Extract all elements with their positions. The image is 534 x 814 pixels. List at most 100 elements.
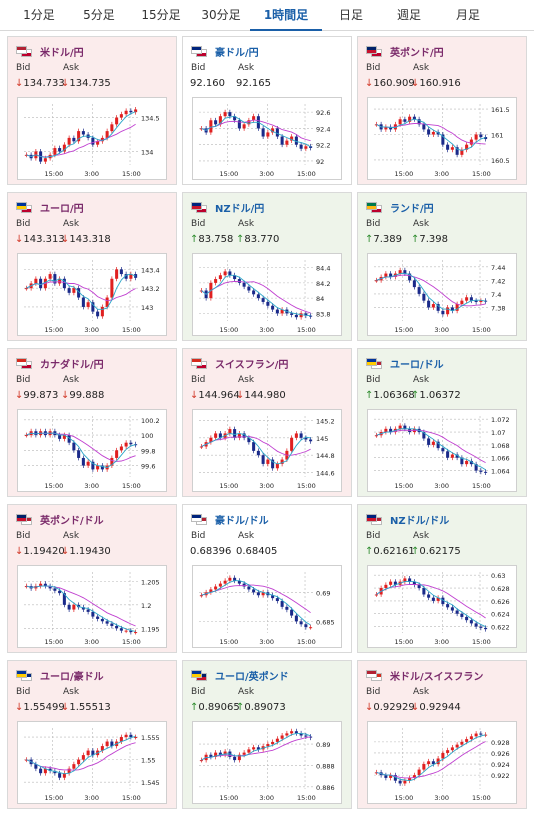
pair-name[interactable]: 米ドル/スイスフラン — [390, 671, 484, 683]
tab-4[interactable]: 1時間足 — [250, 0, 322, 31]
rate-card[interactable]: 英ポンド/ドル Bid Ask ↓1.19420 ↓1.19430 1.205 1.2 1.1… — [7, 504, 177, 653]
candle-body — [91, 137, 95, 145]
pair-name[interactable]: NZドル/ドル — [390, 515, 450, 527]
rate-card[interactable]: 米ドル/スイスフラン Bid Ask ↓0.92929 ↓0.92944 0.928 0.9… — [357, 660, 527, 809]
pair-name[interactable]: 豪ドル/円 — [215, 47, 259, 59]
rate-card[interactable]: 英ポンド/円 Bid Ask ↓160.909 ↓160.916 161.5 161 160.… — [357, 36, 527, 185]
card-title[interactable]: NZドル/円 — [191, 199, 264, 215]
price-chart[interactable]: 1.072 1.07 1.068 1.066 1.064 15:00 3:00 15:00 — [367, 409, 517, 492]
card-title[interactable]: 英ポンド/円 — [366, 43, 444, 59]
candle-body — [412, 280, 416, 288]
tab-3[interactable]: 30分足 — [201, 8, 241, 22]
pair-name[interactable]: 英ポンド/円 — [390, 47, 444, 59]
rate-card[interactable]: ランド/円 Bid Ask ↑7.389 ↑7.398 7.44 7.42 7.4 7.38 15… — [357, 192, 527, 341]
candle-body — [77, 604, 81, 608]
tab-5[interactable]: 日足 — [338, 8, 363, 22]
candle-body — [422, 588, 426, 595]
price-chart[interactable]: 0.89 0.888 0.886 15:00 3:00 15:00 — [192, 721, 342, 804]
candle-body — [398, 270, 402, 274]
candle-body — [408, 777, 412, 781]
arrow-up-icon: ↑ — [411, 234, 420, 245]
card-title[interactable]: ユーロ/円 — [16, 199, 84, 215]
y-tick-label: 0.928 — [491, 739, 510, 747]
y-tick-label: 1.205 — [141, 578, 160, 586]
bid-value: ↑83.758 — [190, 234, 233, 245]
rate-card[interactable]: スイスフラン/円 Bid Ask ↓144.964 ↓144.980 145.2 145 14… — [182, 348, 352, 497]
pair-name[interactable]: ランド/円 — [390, 203, 434, 215]
price-chart[interactable]: 100.2 100 99.8 99.6 15:00 3:00 15:00 — [17, 409, 167, 492]
price-chart[interactable]: 145.2 145 144.8 144.6 15:00 3:00 15:00 — [192, 409, 342, 492]
pair-name[interactable]: 米ドル/円 — [40, 47, 84, 59]
tab-1[interactable]: 5分足 — [83, 8, 115, 22]
card-title[interactable]: ユーロ/英ポンド — [191, 667, 289, 683]
price-chart[interactable]: 7.44 7.42 7.4 7.38 15:00 3:00 15:00 — [367, 253, 517, 336]
price-chart[interactable]: 84.4 84.2 84 83.8 15:00 3:00 15:00 — [192, 253, 342, 336]
price-chart[interactable]: 161.5 161 160.5 15:00 3:00 15:00 — [367, 97, 517, 180]
arrow-up-icon: ↑ — [236, 702, 245, 713]
price-chart[interactable]: 0.69 0.685 15:00 3:00 15:00 — [192, 565, 342, 648]
rate-card[interactable]: 豪ドル/ドル Bid Ask 0.68396 0.68405 0.69 0.685 15:00… — [182, 504, 352, 653]
x-tick-label: 15:00 — [220, 482, 239, 490]
price-chart[interactable]: 134.5 134 15:00 3:00 15:00 — [17, 97, 167, 180]
pair-name[interactable]: カナダドル/円 — [40, 359, 104, 371]
y-tick-label: 0.628 — [491, 585, 510, 593]
pair-name[interactable]: ユーロ/豪ドル — [40, 671, 104, 683]
pair-name[interactable]: ユーロ/英ポンド — [215, 671, 289, 683]
rate-card[interactable]: 豪ドル/円 Bid Ask 92.160 92.165 92.6 92.4 92.2 92 15:… — [182, 36, 352, 185]
price-chart[interactable]: 0.63 0.628 0.626 0.624 0.622 15:00 3:00 15:00 — [367, 565, 517, 648]
tab-7[interactable]: 月足 — [455, 8, 480, 22]
pair-name[interactable]: スイスフラン/円 — [215, 359, 289, 371]
arrow-down-icon: ↓ — [15, 234, 24, 245]
card-title[interactable]: 豪ドル/ドル — [191, 511, 269, 527]
candle-body — [34, 278, 38, 284]
candle-body — [218, 583, 222, 587]
pair-name[interactable]: 英ポンド/ドル — [40, 515, 104, 527]
card-title[interactable]: ユーロ/ドル — [366, 355, 444, 371]
card-title[interactable]: 英ポンド/ドル — [16, 511, 104, 527]
card-title[interactable]: カナダドル/円 — [16, 355, 104, 371]
candle-body — [465, 616, 469, 621]
tab-6[interactable]: 週足 — [396, 8, 421, 22]
card-title[interactable]: 豪ドル/円 — [191, 43, 259, 59]
rate-card[interactable]: ユーロ/豪ドル Bid Ask ↓1.55499 ↓1.55513 1.555 1.55 1.… — [7, 660, 177, 809]
bid-value: 0.68396 — [190, 546, 231, 557]
price-chart[interactable]: 92.6 92.4 92.2 92 15:00 3:00 15:00 — [192, 97, 342, 180]
card-title[interactable]: 米ドル/円 — [16, 43, 84, 59]
ask-value: 92.165 — [236, 78, 271, 89]
y-tick-label: 0.886 — [316, 784, 335, 792]
arrow-up-icon: ↑ — [190, 702, 199, 713]
rate-card[interactable]: カナダドル/円 Bid Ask ↓99.873 ↓99.888 100.2 100 99.8 9… — [7, 348, 177, 497]
pair-name[interactable]: 豪ドル/ドル — [215, 515, 269, 527]
tab-2[interactable]: 15分足 — [141, 8, 181, 22]
pair-name[interactable]: NZドル/円 — [215, 203, 265, 215]
tab-0[interactable]: 1分足 — [23, 8, 55, 22]
pair-name[interactable]: ユーロ/ドル — [390, 359, 444, 371]
card-title[interactable]: ランド/円 — [366, 199, 434, 215]
bid-value: ↓160.909 — [365, 78, 415, 89]
ask-label: Ask — [238, 63, 255, 73]
price-chart[interactable]: 1.555 1.55 1.545 15:00 3:00 15:00 — [17, 721, 167, 804]
candle-body — [304, 437, 308, 440]
x-tick-label: 3:00 — [434, 326, 449, 334]
card-title[interactable]: NZドル/ドル — [366, 511, 449, 527]
price-chart[interactable]: 143.4 143.2 143 15:00 3:00 15:00 — [17, 253, 167, 336]
rate-card[interactable]: 米ドル/円 Bid Ask ↓134.733 ↓134.735 134.5 134 15:00… — [7, 36, 177, 185]
card-title[interactable]: スイスフラン/円 — [191, 355, 288, 371]
ask-value: ↑7.398 — [411, 234, 448, 245]
price-chart[interactable]: 1.205 1.2 1.195 15:00 3:00 15:00 — [17, 565, 167, 648]
rate-card[interactable]: ユーロ/英ポンド Bid Ask ↑0.89065 ↑0.89073 0.89 0.888 0… — [182, 660, 352, 809]
price-chart[interactable]: 0.928 0.926 0.924 0.922 15:00 3:00 15:00 — [367, 721, 517, 804]
card-title[interactable]: 米ドル/スイスフラン — [366, 667, 483, 683]
candle-body — [261, 128, 265, 137]
rate-card[interactable]: ユーロ/ドル Bid Ask ↑1.06368 ↑1.06372 1.072 1.07 1.0… — [357, 348, 527, 497]
rate-card[interactable]: NZドル/円 Bid Ask ↑83.758 ↑83.770 84.4 84.2 84 83.8… — [182, 192, 352, 341]
rate-card[interactable]: ユーロ/円 Bid Ask ↓143.313 ↓143.318 143.4 143.2 143… — [7, 192, 177, 341]
rate-card[interactable]: NZドル/ドル Bid Ask ↑0.62161 ↑0.62175 0.63 0.628 0.… — [357, 504, 527, 653]
x-tick-label: 3:00 — [84, 794, 99, 802]
candle-body — [441, 448, 445, 452]
pair-name[interactable]: ユーロ/円 — [40, 203, 84, 215]
candle-body — [124, 442, 128, 447]
candle-body — [299, 313, 303, 318]
card-title[interactable]: ユーロ/豪ドル — [16, 667, 104, 683]
